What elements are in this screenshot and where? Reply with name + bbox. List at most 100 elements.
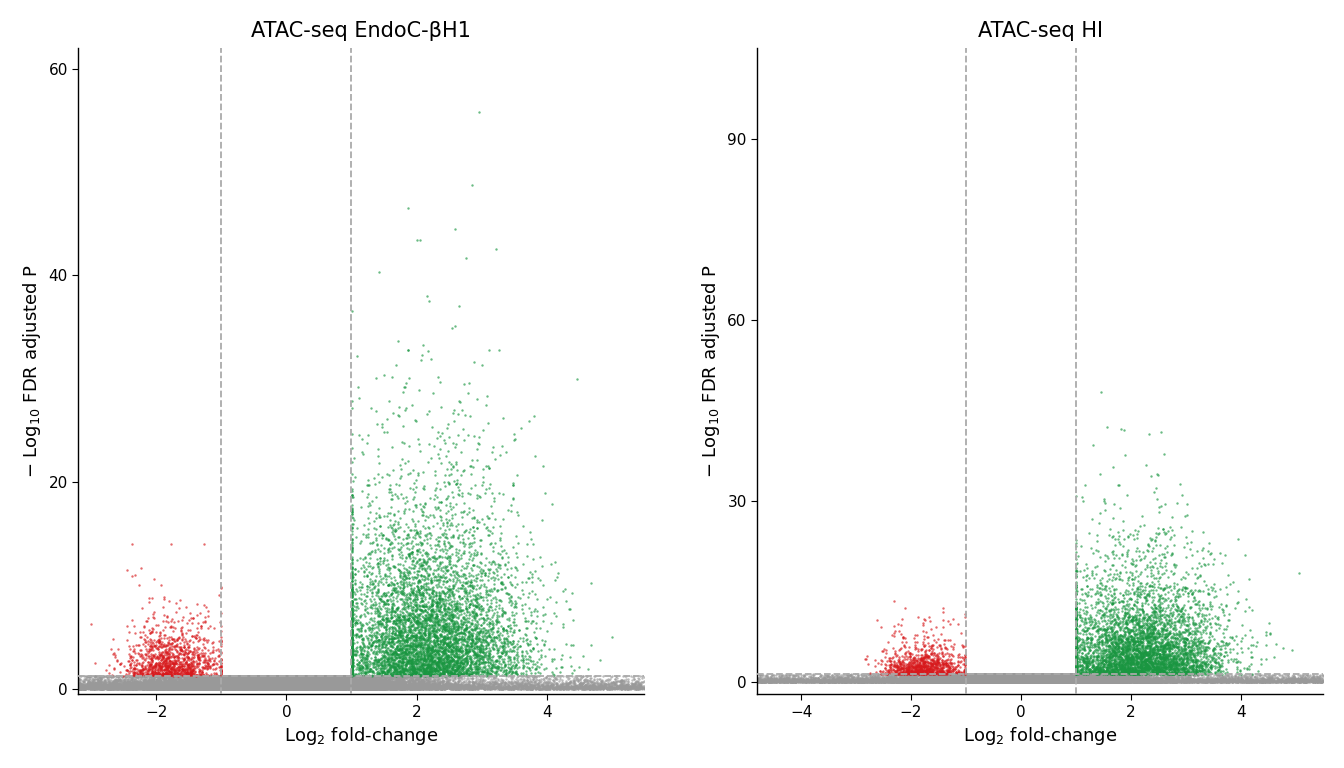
- Point: [125, 679, 146, 691]
- Point: [101, 680, 122, 693]
- Point: [442, 611, 464, 623]
- Point: [1169, 626, 1191, 638]
- Point: [273, 683, 294, 695]
- Point: [831, 674, 852, 687]
- Point: [1179, 660, 1200, 673]
- Point: [982, 674, 1004, 686]
- Point: [461, 682, 482, 694]
- Point: [384, 668, 406, 680]
- Point: [1028, 676, 1050, 688]
- Point: [233, 678, 254, 690]
- Point: [754, 674, 775, 686]
- Point: [989, 676, 1011, 688]
- Point: [1027, 671, 1048, 684]
- Point: [223, 680, 245, 692]
- Point: [351, 667, 372, 679]
- Point: [1270, 674, 1292, 687]
- Point: [437, 645, 458, 657]
- Point: [136, 614, 157, 627]
- Point: [995, 670, 1016, 682]
- Point: [386, 581, 407, 594]
- Point: [1012, 675, 1034, 687]
- Point: [238, 679, 259, 691]
- Point: [200, 681, 222, 694]
- Point: [851, 676, 872, 688]
- Point: [1107, 526, 1129, 538]
- Point: [421, 650, 442, 662]
- Point: [320, 677, 341, 689]
- Point: [1171, 676, 1192, 688]
- Point: [1086, 663, 1107, 675]
- Point: [1093, 675, 1114, 687]
- Point: [203, 680, 224, 692]
- Point: [249, 680, 270, 693]
- Point: [164, 681, 185, 694]
- Point: [919, 674, 941, 686]
- Point: [304, 672, 325, 684]
- Point: [976, 676, 997, 688]
- Point: [269, 676, 290, 688]
- Point: [245, 674, 266, 687]
- Point: [1105, 672, 1126, 684]
- Point: [192, 680, 214, 693]
- Point: [418, 660, 439, 673]
- Point: [1015, 674, 1036, 686]
- Point: [98, 679, 120, 691]
- Point: [985, 674, 1007, 686]
- Point: [1095, 674, 1117, 687]
- Point: [184, 670, 206, 682]
- Point: [948, 673, 969, 685]
- Point: [1293, 674, 1314, 687]
- Point: [249, 679, 270, 691]
- Point: [181, 682, 203, 694]
- Point: [1011, 673, 1032, 685]
- Point: [253, 679, 274, 691]
- Point: [902, 648, 923, 660]
- Point: [1003, 669, 1024, 681]
- Point: [946, 668, 968, 680]
- Point: [179, 671, 200, 684]
- Point: [925, 668, 946, 680]
- Point: [1001, 674, 1023, 687]
- Point: [219, 679, 241, 691]
- Point: [308, 683, 329, 695]
- Point: [255, 682, 277, 694]
- Point: [501, 629, 523, 641]
- Point: [261, 678, 282, 690]
- Point: [1023, 673, 1044, 685]
- Point: [1027, 675, 1048, 687]
- Point: [339, 677, 360, 689]
- Point: [247, 678, 269, 690]
- Point: [484, 607, 505, 619]
- Point: [1141, 567, 1163, 579]
- Point: [183, 683, 204, 695]
- Point: [314, 680, 336, 693]
- Point: [1120, 675, 1141, 687]
- Point: [1102, 675, 1124, 687]
- Point: [319, 678, 340, 690]
- Point: [1036, 668, 1058, 680]
- Point: [1137, 665, 1159, 677]
- Point: [458, 677, 480, 689]
- Point: [374, 683, 395, 695]
- Point: [469, 652, 491, 664]
- Point: [1004, 676, 1025, 688]
- Point: [1110, 670, 1132, 682]
- Point: [995, 674, 1016, 686]
- Point: [341, 621, 363, 633]
- Point: [114, 681, 136, 694]
- Point: [972, 670, 993, 683]
- Point: [148, 683, 169, 695]
- Point: [1181, 673, 1203, 685]
- Point: [922, 673, 943, 685]
- Point: [234, 680, 255, 693]
- Point: [927, 668, 949, 680]
- Point: [151, 681, 172, 694]
- Point: [235, 670, 257, 682]
- Point: [1167, 604, 1188, 616]
- Point: [949, 656, 970, 668]
- Point: [573, 650, 594, 662]
- Point: [1134, 654, 1156, 666]
- Point: [345, 554, 367, 566]
- Point: [1042, 675, 1063, 687]
